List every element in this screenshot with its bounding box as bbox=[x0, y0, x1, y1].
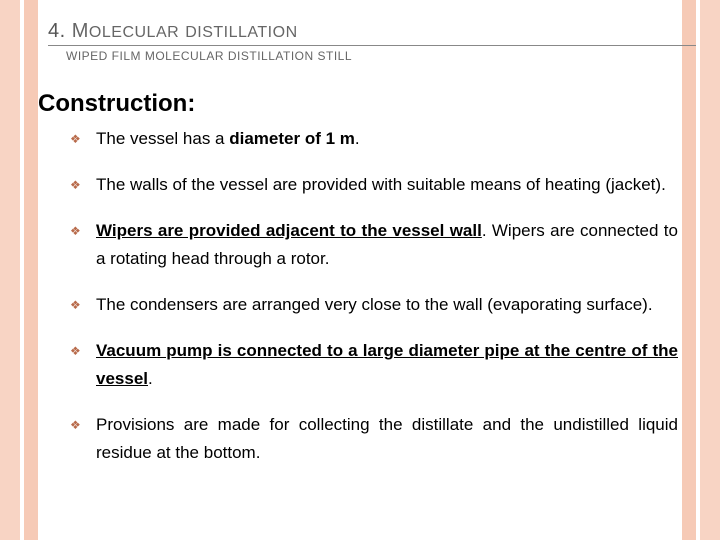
item-bold: diameter of 1 m bbox=[229, 129, 355, 148]
list-item: ❖ Provisions are made for collecting the… bbox=[70, 411, 678, 467]
item-text: . bbox=[355, 129, 360, 148]
diamond-bullet-icon: ❖ bbox=[70, 130, 81, 150]
heading-title: 4. MOLECULAR DISTILLATION bbox=[48, 20, 696, 46]
list-item: ❖ The vessel has a diameter of 1 m. bbox=[70, 125, 678, 153]
list-item: ❖ The walls of the vessel are provided w… bbox=[70, 171, 678, 199]
diamond-bullet-icon: ❖ bbox=[70, 222, 81, 242]
diamond-bullet-icon: ❖ bbox=[70, 296, 81, 316]
decor-stripe-right-inner bbox=[682, 0, 696, 540]
diamond-bullet-icon: ❖ bbox=[70, 176, 81, 196]
list-item: ❖ Vacuum pump is connected to a large di… bbox=[70, 337, 678, 393]
item-bold-underline: Wipers are provided adjacent to the vess… bbox=[96, 221, 482, 240]
diamond-bullet-icon: ❖ bbox=[70, 416, 81, 436]
decor-stripe-right-outer bbox=[700, 0, 720, 540]
item-text: . bbox=[148, 369, 153, 388]
list-item: ❖ Wipers are provided adjacent to the ve… bbox=[70, 217, 678, 273]
content-list: ❖ The vessel has a diameter of 1 m. ❖ Th… bbox=[70, 125, 678, 485]
item-text: The walls of the vessel are provided wit… bbox=[96, 175, 666, 194]
heading-block: 4. MOLECULAR DISTILLATION WIPED FILM MOL… bbox=[48, 20, 696, 63]
heading-word2: DISTILLATION bbox=[185, 24, 297, 41]
decor-stripe-left-outer bbox=[0, 0, 20, 540]
slide: 4. MOLECULAR DISTILLATION WIPED FILM MOL… bbox=[0, 0, 720, 540]
subtitle-rest: IPED FILM MOLECULAR DISTILLATION STILL bbox=[78, 49, 352, 63]
decor-stripe-left-inner bbox=[24, 0, 38, 540]
heading-subtitle: WIPED FILM MOLECULAR DISTILLATION STILL bbox=[66, 49, 696, 63]
section-title: Construction: bbox=[38, 90, 195, 118]
diamond-bullet-icon: ❖ bbox=[70, 342, 81, 362]
item-text: The condensers are arranged very close t… bbox=[96, 295, 653, 314]
item-text: The vessel has a bbox=[96, 129, 229, 148]
item-bold-underline: Vacuum pump is connected to a large diam… bbox=[96, 341, 678, 388]
list-item: ❖ The condensers are arranged very close… bbox=[70, 291, 678, 319]
heading-number: 4. bbox=[48, 20, 66, 42]
item-text: Provisions are made for collecting the d… bbox=[96, 415, 678, 462]
heading-word1-rest: OLECULAR bbox=[89, 24, 179, 41]
subtitle-first: W bbox=[66, 49, 78, 63]
heading-word1-first: M bbox=[72, 20, 89, 42]
